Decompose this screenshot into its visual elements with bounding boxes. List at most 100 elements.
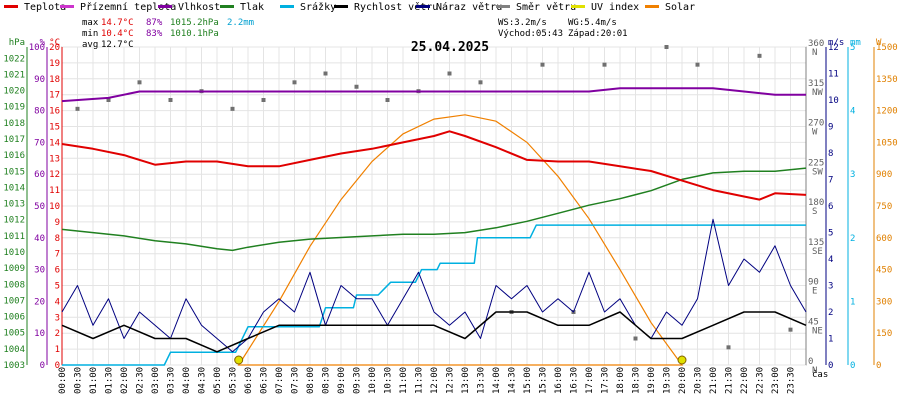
time-tick-label: 13:30 xyxy=(477,367,487,394)
w-tick-label: 900 xyxy=(876,170,892,180)
time-tick-label: 00:30 xyxy=(74,367,84,394)
w-tick-label: 1350 xyxy=(876,75,898,85)
dir-tick-degrees: 45 xyxy=(808,317,819,327)
degc-tick-label: 10 xyxy=(49,202,60,212)
degc-tick-label: 19 xyxy=(49,59,60,69)
dir-tick-cardinal: N xyxy=(812,48,817,58)
time-tick-label: 06:30 xyxy=(260,367,270,394)
dir-tick-degrees: 135 xyxy=(808,238,824,248)
ms-tick-label: 4 xyxy=(828,255,833,265)
series-layer xyxy=(61,45,807,366)
wind-direction-point xyxy=(230,106,235,111)
hpa-tick-label: 1014 xyxy=(3,183,25,193)
rain-line xyxy=(62,224,806,366)
dir-tick-cardinal: S xyxy=(812,207,817,217)
max-rain: 2.2mm xyxy=(227,18,254,28)
time-tick-label: 10:00 xyxy=(368,367,378,394)
pct-tick-label: 10 xyxy=(34,329,45,339)
humidity-line xyxy=(61,87,806,103)
dir-tick-degrees: 225 xyxy=(808,158,824,168)
min-pressure: 1010.1hPa xyxy=(170,29,219,39)
sunrise: Východ:05:43 xyxy=(498,29,563,39)
wind-direction-point xyxy=(447,71,452,76)
time-tick-label: 22:00 xyxy=(740,367,750,394)
time-tick-label: 15:00 xyxy=(523,367,533,394)
ms-tick-label: 9 xyxy=(828,123,833,133)
hpa-tick-label: 1004 xyxy=(3,345,25,355)
avg-temp: 12.7°C xyxy=(101,40,134,50)
min-temp: 10.4°C xyxy=(101,29,134,39)
wind-direction-point xyxy=(385,98,390,102)
time-tick-label: 07:30 xyxy=(291,367,301,394)
degc-tick-label: 16 xyxy=(49,107,60,117)
legend-label: Srážky xyxy=(300,1,336,13)
dir-tick-degrees: 0 xyxy=(808,357,813,367)
time-tick-label: 09:30 xyxy=(353,367,363,394)
pct-tick-label: 0 xyxy=(40,361,45,371)
hpa-tick-label: 1016 xyxy=(3,151,25,161)
wind-direction-point xyxy=(633,336,638,341)
wind-direction-point xyxy=(664,45,669,49)
time-tick-label: 18:00 xyxy=(616,367,626,394)
max-humidity: 87% xyxy=(146,18,163,28)
degc-tick-label: 1 xyxy=(55,345,60,355)
time-tick-label: 19:30 xyxy=(663,367,673,394)
wind-gust-line xyxy=(61,218,807,353)
degc-tick-label: 11 xyxy=(49,186,60,196)
dir-tick-degrees: 180 xyxy=(808,198,824,208)
time-tick-label: 22:30 xyxy=(756,367,766,394)
hpa-tick-label: 1009 xyxy=(3,264,25,274)
time-tick-label: 08:30 xyxy=(322,367,332,394)
degc-tick-label: 6 xyxy=(55,266,60,276)
time-tick-label: 04:00 xyxy=(182,367,192,394)
degc-tick-label: 18 xyxy=(49,75,60,85)
ms-tick-label: 0 xyxy=(828,361,833,371)
time-tick-label: 23:30 xyxy=(787,367,797,394)
degc-tick-label: 17 xyxy=(49,91,60,101)
hpa-tick-label: 1017 xyxy=(3,135,25,145)
legend-label: Přízemní teplota xyxy=(80,1,176,13)
time-tick-label: 11:00 xyxy=(399,367,409,394)
degc-tick-label: 3 xyxy=(55,313,60,323)
pct-tick-label: 70 xyxy=(34,138,45,148)
ms-tick-label: 2 xyxy=(828,308,833,318)
wind-direction-point xyxy=(695,62,700,67)
mm-tick-label: 5 xyxy=(850,43,855,53)
max-label: max xyxy=(82,18,99,28)
w-tick-label: 450 xyxy=(876,266,892,276)
w-tick-label: 1200 xyxy=(876,107,898,117)
ms-tick-label: 5 xyxy=(828,229,833,239)
legend-swatch xyxy=(571,5,585,8)
dir-tick-cardinal: SE xyxy=(812,247,823,257)
wind-speed-line xyxy=(61,311,807,353)
hpa-tick-label: 1022 xyxy=(3,54,25,64)
dir-tick-degrees: 360 xyxy=(808,39,824,49)
w-tick-label: 1050 xyxy=(876,138,898,148)
time-tick-label: 05:00 xyxy=(213,367,223,394)
hpa-tick-label: 1018 xyxy=(3,119,25,129)
hpa-tick-label: 1019 xyxy=(3,103,25,113)
min-humidity: 83% xyxy=(146,29,163,39)
legend-label: Tlak xyxy=(240,2,264,13)
pct-axis-title: % xyxy=(40,38,46,48)
hpa-tick-label: 1008 xyxy=(3,280,25,290)
mm-tick-label: 4 xyxy=(850,107,855,117)
hpa-tick-label: 1007 xyxy=(3,296,25,306)
mm-axis-title: mm xyxy=(850,38,861,48)
degc-tick-label: 9 xyxy=(55,218,60,228)
wind-direction-point xyxy=(726,345,731,350)
hpa-tick-label: 1003 xyxy=(3,361,25,371)
mm-tick-label: 3 xyxy=(850,170,855,180)
grid-lines xyxy=(61,46,807,366)
time-tick-label: 02:30 xyxy=(136,367,146,394)
ms-tick-label: 8 xyxy=(828,149,833,159)
min-label: min xyxy=(82,29,98,39)
ms-tick-label: 7 xyxy=(828,176,833,186)
degc-tick-label: 7 xyxy=(55,250,60,260)
time-tick-label: 05:30 xyxy=(229,367,239,394)
time-tick-label: 02:00 xyxy=(120,367,130,394)
ms-tick-label: 3 xyxy=(828,282,833,292)
hpa-tick-label: 1012 xyxy=(3,216,25,226)
time-tick-label: 07:00 xyxy=(275,367,285,394)
